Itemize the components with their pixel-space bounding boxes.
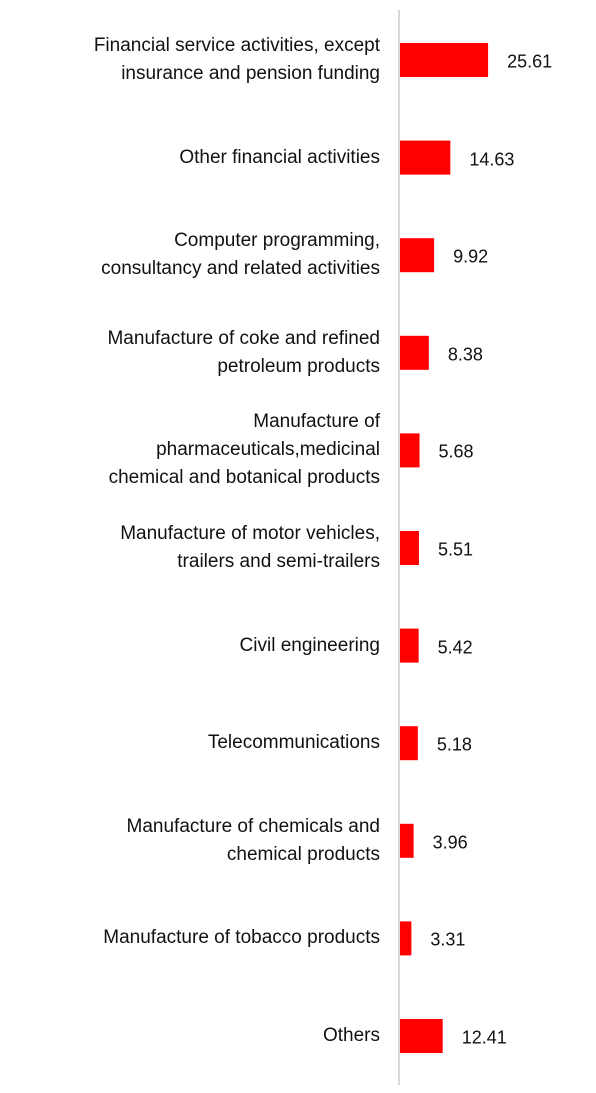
value-label: 25.61	[507, 51, 553, 72]
value-label: 9.92	[453, 246, 489, 267]
category-label: Manufacture of pharmaceuticals,medicinal…	[108, 411, 380, 489]
bar	[400, 823, 414, 858]
category-label: Manufacture of tobacco products	[103, 927, 380, 949]
bar	[400, 921, 412, 956]
bar	[400, 238, 435, 273]
value-label: 5.42	[437, 637, 473, 658]
bar	[400, 335, 429, 370]
bar	[400, 1019, 443, 1053]
value-label: 12.41	[461, 1027, 507, 1048]
category-label: Others	[322, 1025, 380, 1046]
bar	[400, 531, 419, 565]
bar	[400, 628, 419, 663]
category-label: Computer programming, consultancy and re…	[101, 230, 380, 280]
value-label: 5.18	[436, 734, 472, 755]
value-label: 5.51	[437, 539, 473, 560]
category-label: Financial service activities, except ins…	[93, 35, 380, 84]
value-label: 3.31	[430, 929, 466, 950]
category-label: Other financial activities	[179, 146, 380, 168]
category-label: Manufacture of motor vehicles, trailers …	[120, 523, 380, 572]
category-label: Manufacture of coke and refined petroleu…	[107, 327, 380, 377]
value-label: 8.38	[447, 344, 483, 365]
category-label: Civil engineering	[239, 634, 380, 656]
bar	[400, 726, 418, 761]
value-label: 14.63	[469, 149, 515, 170]
bar	[400, 140, 451, 175]
value-label: 3.96	[432, 832, 468, 853]
bar	[400, 433, 420, 468]
category-label: Telecommunications	[207, 732, 380, 754]
category-label: Manufacture of chemicals and chemical pr…	[126, 815, 380, 865]
bar	[400, 43, 489, 77]
value-label: 5.68	[438, 441, 474, 462]
